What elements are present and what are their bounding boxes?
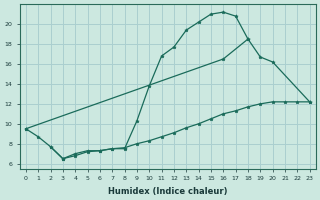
X-axis label: Humidex (Indice chaleur): Humidex (Indice chaleur) [108, 187, 228, 196]
